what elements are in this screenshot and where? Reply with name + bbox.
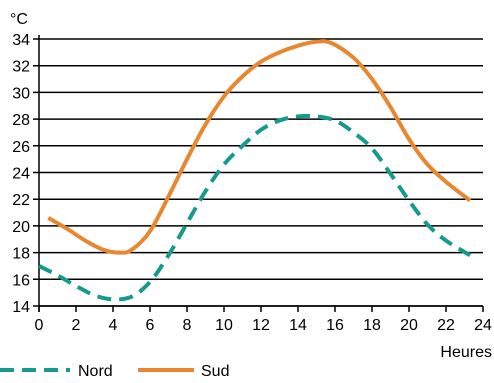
grid-layer — [33, 38, 484, 312]
x-axis-label: Heures — [440, 344, 492, 361]
y-tick-label: 16 — [12, 272, 30, 289]
x-tick-label: 8 — [183, 317, 192, 334]
x-tick-label: 4 — [109, 317, 118, 334]
series-line-nord — [38, 113, 472, 302]
y-tick-label: 14 — [12, 299, 30, 316]
x-tick-label: 2 — [72, 317, 81, 334]
legend-label-nord: Nord — [78, 363, 113, 380]
legend-label-sud: Sud — [201, 363, 229, 380]
x-tick-label: 16 — [326, 317, 344, 334]
x-tick-label: 10 — [215, 317, 233, 334]
y-tick-label: 26 — [12, 139, 30, 156]
x-tick-label: 20 — [400, 317, 418, 334]
series-layer — [38, 39, 472, 302]
axes-layer — [38, 35, 483, 312]
y-tick-label: 34 — [12, 32, 30, 49]
y-tick-label: 30 — [12, 85, 30, 102]
x-tick-label: 6 — [146, 317, 155, 334]
y-tick-label: 18 — [12, 246, 30, 263]
y-tick-label: 22 — [12, 192, 30, 209]
x-tick-label: 24 — [474, 317, 492, 334]
x-tick-label: 18 — [363, 317, 381, 334]
y-tick-label: 32 — [12, 59, 30, 76]
y-tick-label: 20 — [12, 219, 30, 236]
x-tick-label: 0 — [35, 317, 44, 334]
x-tick-label: 14 — [289, 317, 307, 334]
legend: Nord Sud — [0, 363, 229, 380]
x-tick-label: 12 — [252, 317, 270, 334]
series-line-sud — [47, 39, 472, 255]
y-tick-label: 28 — [12, 112, 30, 129]
x-tick-label: 22 — [437, 317, 455, 334]
y-axis-unit-label: °C — [10, 11, 28, 28]
y-tick-label: 24 — [12, 166, 30, 183]
